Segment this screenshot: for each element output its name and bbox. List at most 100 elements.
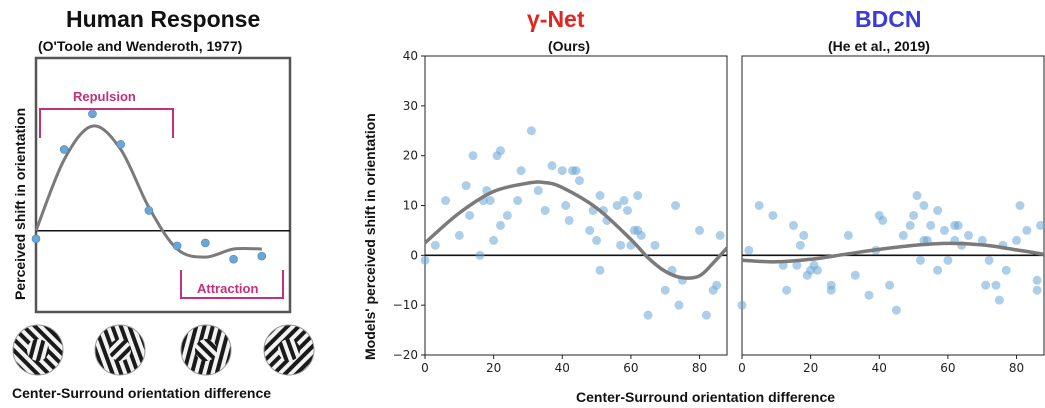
gamma-data-point [513, 196, 523, 206]
gamma-data-point [595, 265, 605, 275]
bdcn-data-point [933, 205, 943, 215]
models-x-label: Center-Surround orientation difference [576, 389, 836, 405]
bdcn-data-point [843, 230, 853, 240]
gamma-xtick-label: 80 [692, 361, 707, 375]
bdcn-data-point [939, 225, 949, 235]
gamma-ytick-label: 20 [403, 149, 418, 163]
gamma-data-point [533, 186, 543, 196]
human-title: Human Response [66, 6, 261, 32]
bdcn-xtick-label: 60 [940, 361, 955, 375]
bdcn-data-point [768, 210, 778, 220]
bdcn-data-point [891, 305, 901, 315]
repulsion-bracket [39, 108, 174, 138]
gamma-data-point [430, 240, 440, 250]
bdcn-data-point [953, 220, 963, 230]
stimulus-30-center [109, 339, 131, 361]
human-data-point [201, 238, 210, 248]
gamma-data-point [674, 300, 684, 310]
gamma-data-point [485, 196, 495, 206]
gamma-ytick-label: 10 [403, 199, 418, 213]
gamma-net-plot: 0 20 40 60 80 −20 −10 0 10 20 30 40 [393, 49, 729, 375]
stimulus-0-center [27, 339, 49, 361]
gamma-xtick-label: 60 [623, 361, 638, 375]
gamma-data-point [489, 235, 499, 245]
gamma-data-point [595, 191, 605, 201]
human-data-point [88, 109, 97, 119]
gamma-data-point [650, 240, 660, 250]
bdcn-data-point [754, 201, 764, 210]
bdcn-data-point [885, 280, 895, 290]
gamma-data-point [441, 196, 451, 206]
bdcn-title: BDCN [855, 6, 922, 32]
gamma-xtick-label: 0 [421, 361, 429, 375]
bdcn-subtitle: (He et al., 2019) [828, 38, 930, 54]
bdcn-data-point [943, 255, 953, 265]
bdcn-data-point [933, 265, 943, 275]
gamma-data-point [660, 285, 670, 295]
gamma-data-point [585, 225, 595, 235]
bdcn-frame [741, 55, 1045, 356]
gamma-data-point [516, 166, 526, 176]
human-response-plot [31, 56, 292, 314]
bdcn-data-point [813, 265, 822, 275]
human-data-point [257, 251, 267, 261]
bdcn-data-point [909, 210, 919, 220]
gamma-data-point [526, 126, 536, 136]
gamma-data-point [564, 215, 574, 225]
bdcn-data-point [1036, 220, 1045, 230]
bdcn-data-point [915, 255, 925, 265]
bdcn-data-point [991, 280, 1001, 290]
gamma-xtick-label: 40 [555, 361, 570, 375]
gamma-data-point [502, 210, 512, 220]
gamma-data-point [695, 225, 705, 235]
bdcn-xtick-label: 20 [803, 361, 818, 375]
gamma-data-point [633, 191, 643, 201]
gamma-data-point [592, 235, 602, 245]
gamma-data-point [571, 166, 581, 176]
bdcn-data-point [1032, 275, 1042, 285]
gamma-ytick-label: 0 [410, 248, 418, 262]
bdcn-data-point [1032, 285, 1042, 295]
bdcn-data-point [1001, 265, 1011, 275]
bdcn-data-point [1022, 225, 1032, 235]
bdcn-plot: 0 20 40 60 80 [737, 55, 1045, 375]
bdcn-fit-curve [741, 241, 1045, 264]
gamma-data-point [420, 255, 430, 265]
gamma-data-point [701, 310, 711, 320]
bdcn-data-point [864, 290, 874, 300]
human-data-point [31, 234, 41, 244]
gamma-ytick-label: 40 [403, 49, 418, 63]
gamma-ytick-label: −20 [393, 348, 418, 362]
gamma-data-point [636, 230, 646, 240]
human-data-point [144, 206, 154, 215]
repulsion-label: Repulsion [73, 89, 136, 104]
human-data-point [116, 140, 125, 149]
gamma-data-point [468, 151, 478, 161]
bdcn-data-point [977, 235, 987, 245]
bdcn-data-point [826, 285, 836, 295]
bdcn-data-point [744, 245, 754, 255]
bdcn-data-point [792, 260, 802, 270]
gamma-ytick-label: 30 [403, 99, 418, 113]
human-data-point [229, 254, 238, 264]
bdcn-data-point [926, 220, 936, 230]
human-fit-curve [34, 124, 262, 259]
gamma-subtitle: (Ours) [548, 38, 590, 54]
bdcn-xtick-label: 0 [738, 361, 746, 375]
stimulus-60-center [195, 339, 217, 361]
gamma-data-point [547, 161, 557, 171]
stimulus-90-center [278, 339, 300, 361]
human-data-point [172, 241, 182, 251]
bdcn-data-point [912, 191, 922, 201]
bdcn-data-point [1015, 201, 1025, 210]
gamma-xtick-label: 20 [486, 361, 501, 375]
attraction-label: Attraction [197, 281, 259, 296]
gamma-data-point [465, 210, 475, 220]
bdcn-data-point [898, 230, 908, 240]
bdcn-data-point [782, 285, 792, 295]
bdcn-data-point [1012, 235, 1022, 245]
gamma-data-point [643, 310, 653, 320]
gamma-data-point [671, 201, 681, 210]
bdcn-data-point [905, 220, 915, 230]
